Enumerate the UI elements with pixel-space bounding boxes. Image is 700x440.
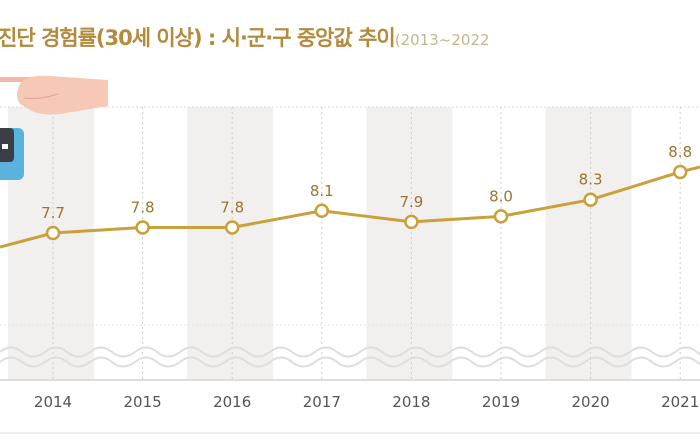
column-band xyxy=(366,107,453,380)
data-point xyxy=(45,225,61,241)
title-range: (2013~2022 xyxy=(394,31,490,49)
x-tick-label: 2021 xyxy=(661,393,699,411)
x-tick-label: 2019 xyxy=(482,393,520,411)
column-band xyxy=(545,107,632,380)
column-band xyxy=(187,107,274,380)
data-point xyxy=(672,164,688,180)
hand-pointer-icon xyxy=(0,75,108,115)
data-point xyxy=(224,220,240,235)
data-label: 8.8 xyxy=(668,143,692,161)
data-point xyxy=(493,209,509,224)
data-label: 8.1 xyxy=(310,182,334,200)
x-tick-label: 2014 xyxy=(34,393,72,411)
axis-break-icon xyxy=(0,346,700,368)
chart-title: 진단 경험률(30세 이상) : 시·군·구 중앙값 추이(2013~2022 xyxy=(0,22,490,52)
badge-icon xyxy=(0,128,24,180)
data-label: 8.0 xyxy=(489,187,513,205)
data-point xyxy=(404,214,419,230)
x-tick-label: 2018 xyxy=(392,393,430,411)
x-tick-label: 2015 xyxy=(124,393,162,411)
data-point xyxy=(135,220,150,235)
x-tick-label: 2016 xyxy=(213,393,251,411)
series-line xyxy=(0,165,700,249)
title-main: 진단 경험률(30세 이상) : 시·군·구 중앙값 추이 xyxy=(0,26,396,50)
data-point xyxy=(583,192,598,207)
data-label: 7.8 xyxy=(220,198,244,216)
data-label: 7.9 xyxy=(399,193,423,211)
data-label: 7.8 xyxy=(131,198,155,216)
data-label: 7.7 xyxy=(41,204,65,222)
data-point xyxy=(314,203,330,219)
x-tick-label: 2017 xyxy=(303,393,341,411)
x-tick-label: 2020 xyxy=(572,393,610,411)
data-label: 8.3 xyxy=(579,171,603,189)
